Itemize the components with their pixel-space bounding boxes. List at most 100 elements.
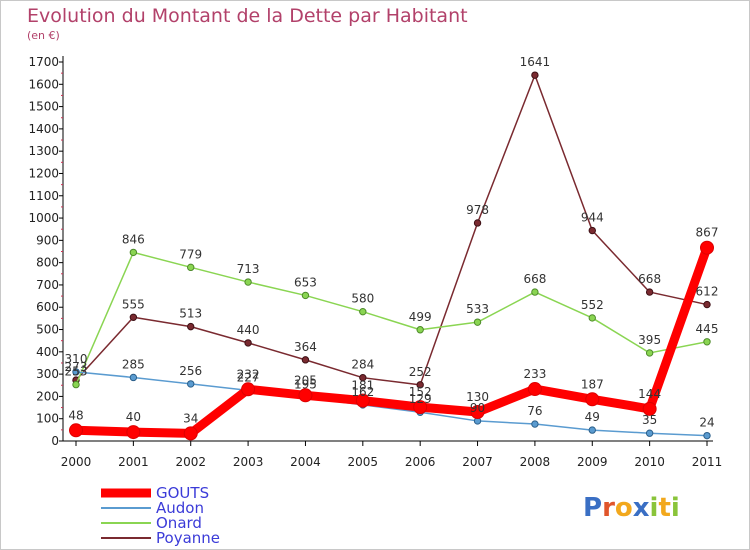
x-tick-label: 2010 <box>634 455 665 469</box>
data-point-onard <box>244 278 252 286</box>
y-tick-label: 1000 <box>28 211 59 225</box>
data-point-audon <box>588 426 596 434</box>
data-point-gouts <box>69 423 83 438</box>
y-tick-label: 1400 <box>28 122 59 136</box>
data-label-audon: 35 <box>642 413 657 427</box>
y-tick-label: 1600 <box>28 77 59 91</box>
data-label-audon: 90 <box>470 401 485 415</box>
data-label-audon: 256 <box>179 364 202 378</box>
data-point-gouts <box>355 393 370 408</box>
data-point-poyanne <box>703 300 711 309</box>
data-point-audon <box>645 429 654 437</box>
data-label-poyanne: 668 <box>638 272 661 286</box>
data-label-gouts: 152 <box>409 385 432 399</box>
y-tick-label: 1500 <box>28 100 59 114</box>
data-label-poyanne: 364 <box>294 340 317 354</box>
data-label-gouts: 233 <box>523 367 546 381</box>
data-point-poyanne <box>645 288 654 296</box>
x-tick-label: 2002 <box>175 455 206 469</box>
data-label-poyanne: 978 <box>466 203 489 217</box>
series-line-gouts <box>75 246 712 438</box>
data-label-onard: 395 <box>638 333 661 347</box>
data-label-poyanne: 555 <box>122 297 145 311</box>
legend-label-onard: Onard <box>156 514 202 532</box>
data-label-onard: 533 <box>466 302 489 316</box>
data-label-audon: 195 <box>294 378 317 392</box>
y-tick-label: 1300 <box>28 144 59 158</box>
chart-title: Evolution du Montant de la Dette par Hab… <box>27 5 468 27</box>
data-label-audon: 76 <box>527 404 542 418</box>
series-layer <box>69 71 714 441</box>
data-label-gouts: 181 <box>351 379 374 393</box>
x-tick-label: 2008 <box>520 455 551 469</box>
data-point-gouts <box>241 382 256 397</box>
data-label-gouts: 205 <box>294 373 317 387</box>
y-tick-label: 600 <box>36 300 59 314</box>
data-labels: 48 40 34 232 205 181 152 130 233 187 144 867 310 285 2… <box>65 55 719 429</box>
y-tick-label: 1200 <box>28 166 59 180</box>
x-tick-label: 2000 <box>61 455 92 469</box>
data-point-gouts <box>126 425 141 440</box>
data-point-onard <box>301 291 310 300</box>
x-tick-label: 2009 <box>577 455 608 469</box>
data-label-gouts: 34 <box>183 411 198 425</box>
x-tick-label: 2006 <box>405 455 436 469</box>
series-line-poyanne <box>75 74 708 386</box>
data-point-poyanne <box>359 373 367 382</box>
legend-label-audon: Audon <box>156 499 204 517</box>
data-point-onard <box>473 318 482 326</box>
data-label-gouts: 40 <box>126 410 141 424</box>
y-tick-label: 500 <box>36 323 59 337</box>
data-point-poyanne <box>473 219 482 227</box>
series-line-onard <box>75 251 708 385</box>
data-label-onard: 713 <box>237 262 260 276</box>
data-label-gouts: 187 <box>581 377 604 391</box>
data-point-poyanne <box>416 381 424 389</box>
data-label-poyanne: 612 <box>696 285 719 299</box>
y-tick-label: 0 <box>51 434 59 448</box>
data-point-gouts <box>585 392 600 407</box>
data-label-audon: 162 <box>351 385 374 399</box>
data-point-gouts <box>298 388 313 403</box>
legend-label-poyanne: Poyanne <box>156 529 220 547</box>
data-point-audon <box>129 373 138 382</box>
data-point-gouts <box>413 400 428 415</box>
data-point-gouts <box>642 401 657 416</box>
data-point-gouts <box>527 382 542 397</box>
data-label-gouts: 144 <box>638 387 661 401</box>
data-point-onard <box>588 314 596 322</box>
data-point-onard <box>129 248 138 257</box>
data-label-poyanne: 273 <box>65 360 88 374</box>
data-label-onard: 253 <box>65 365 88 379</box>
data-label-gouts: 130 <box>466 390 489 404</box>
data-point-gouts <box>470 405 485 420</box>
data-point-audon <box>72 368 80 376</box>
x-tick-label: 2007 <box>462 455 493 469</box>
x-tick-label: 2003 <box>233 455 264 469</box>
y-tick-label: 400 <box>36 345 59 359</box>
data-label-audon: 285 <box>122 357 145 371</box>
y-tick-label: 900 <box>36 233 59 247</box>
data-point-onard <box>359 307 367 316</box>
data-point-poyanne <box>588 226 596 235</box>
proxiti-logo: Proxiti <box>583 493 680 523</box>
data-label-onard: 552 <box>581 298 604 312</box>
data-label-onard: 445 <box>696 322 719 336</box>
axes: 0 100 200 300 400 500 600 700 800 900 1000 1100 1200… <box>28 55 722 469</box>
data-label-onard: 580 <box>351 292 374 306</box>
data-label-poyanne: 513 <box>179 307 202 321</box>
x-tick-label: 2001 <box>118 455 149 469</box>
data-label-onard: 779 <box>179 247 202 261</box>
data-label-poyanne: 252 <box>409 365 432 379</box>
data-label-onard: 653 <box>294 275 317 289</box>
data-point-onard <box>187 263 195 272</box>
legend-label-gouts: GOUTS <box>156 484 209 502</box>
y-tick-label: 1700 <box>28 55 59 69</box>
data-label-onard: 499 <box>409 310 432 324</box>
data-point-gouts <box>700 240 714 255</box>
data-point-onard <box>72 380 80 389</box>
data-label-poyanne: 440 <box>237 323 260 337</box>
